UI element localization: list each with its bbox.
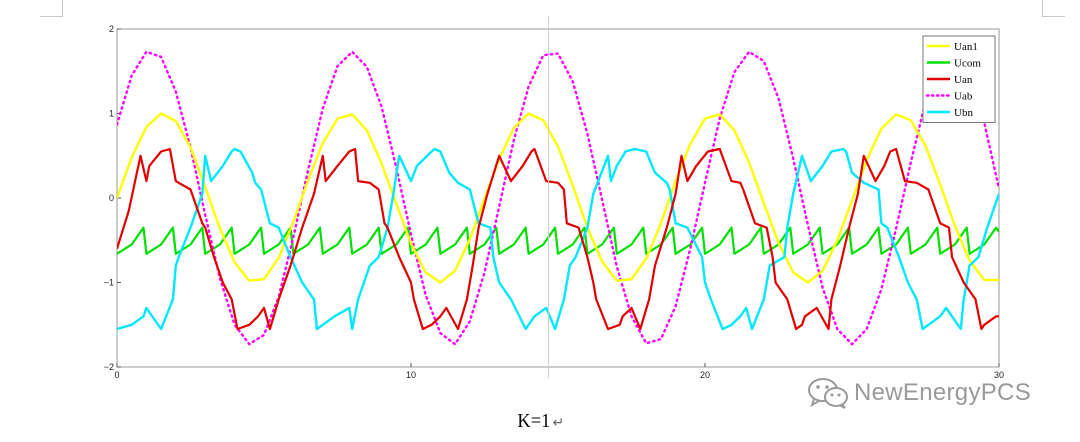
x-tick-label: 30 [994, 370, 1004, 380]
series-line-ubn [117, 147, 999, 331]
caption-text: K=1 [517, 410, 551, 432]
x-tick-label: 0 [114, 370, 119, 380]
y-tick-label: 1 [109, 109, 114, 119]
series-line-uab [117, 50, 999, 346]
series-line-uan [117, 147, 999, 331]
series-line-ucom [117, 226, 999, 255]
y-tick-label: 0 [109, 193, 114, 203]
watermark-text: NewEnergyPCS [854, 379, 1032, 406]
watermark: NewEnergyPCS [806, 376, 1031, 410]
legend-label-uan: Uan [954, 74, 973, 86]
legend-label-ucom: Ucom [954, 58, 981, 70]
legend-label-uab: Uab [954, 91, 973, 103]
x-tick-label: 10 [406, 370, 416, 380]
series-line-uan1 [117, 112, 999, 284]
y-tick-label: 2 [109, 24, 114, 34]
page-corner-mark-left [40, 0, 63, 17]
y-tick-label: −2 [104, 362, 114, 372]
page-corner-mark-right [1042, 0, 1065, 17]
paragraph-mark: ↵ [552, 416, 565, 431]
page-cursor-line [548, 16, 549, 378]
legend-label-ubn: Ubn [954, 107, 973, 119]
legend-label-uan1: Uan1 [954, 41, 978, 53]
wechat-icon [808, 378, 848, 409]
figure-caption: K=1 ↵ [0, 410, 1080, 433]
y-tick-label: −1 [104, 278, 114, 288]
x-tick-label: 20 [700, 370, 710, 380]
